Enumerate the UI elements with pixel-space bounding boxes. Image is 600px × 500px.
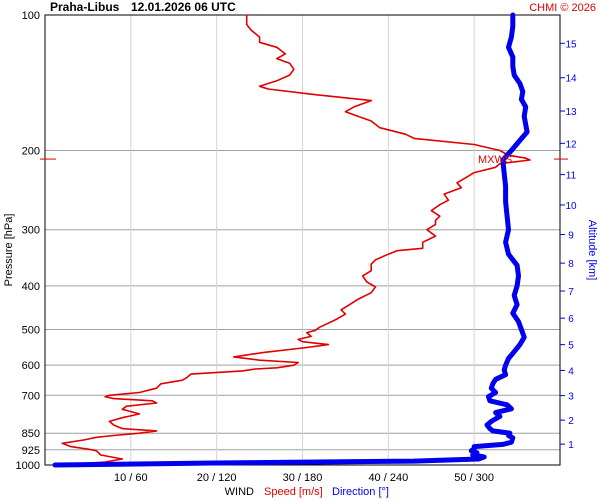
- pressure-tick-label: 100: [22, 10, 40, 22]
- altitude-tick-label: 14: [565, 74, 577, 85]
- altitude-tick-label: 7: [568, 287, 574, 298]
- altitude-tick-label: 2: [568, 416, 574, 427]
- altitude-tick-label: 4: [568, 366, 574, 377]
- altitude-tick-label: 1: [568, 440, 574, 451]
- pressure-tick-label: 500: [22, 325, 40, 337]
- mxws-annotation: MXWS: [40, 154, 568, 166]
- credit-text: CHMI © 2026: [529, 2, 596, 14]
- pressure-tick-label: 850: [22, 428, 40, 440]
- wind-tick-label: 50 / 300: [454, 472, 494, 484]
- mxws-label: MXWS: [478, 154, 512, 166]
- pressure-tick-label: 925: [22, 445, 40, 457]
- pressure-tick-label: 200: [22, 145, 40, 157]
- wind-tick-label: 10 / 60: [114, 472, 148, 484]
- chart-datetime: 12.01.2026 06 UTC: [131, 0, 236, 14]
- wind-tick-label: 30 / 180: [283, 472, 323, 484]
- altitude-tick-label: 11: [566, 171, 577, 182]
- pressure-tick-label: 400: [22, 281, 40, 293]
- altitude-tick-label: 13: [565, 107, 577, 118]
- pressure-tick-label: 1000: [16, 460, 40, 472]
- wind-tick-label: 40 / 240: [368, 472, 408, 484]
- direction-axis-label: Direction [°]: [332, 486, 389, 498]
- pressure-tick-label: 700: [22, 390, 40, 402]
- altitude-axis-label: Altitude [km]: [586, 220, 598, 281]
- altitude-tick-label: 15: [565, 39, 577, 50]
- wind-axis-label: WIND: [225, 486, 254, 498]
- pressure-axis: 100 200 300 400 500 600 700 850 925 1000: [16, 10, 40, 472]
- altitude-tick-label: 5: [568, 341, 574, 352]
- chart-title: Praha-Libus: [50, 0, 120, 14]
- pressure-tick-label: 600: [22, 360, 40, 372]
- altitude-tick-label: 3: [568, 392, 574, 403]
- altitude-tick-label: 8: [568, 259, 574, 270]
- altitude-tick-label: 12: [565, 139, 577, 150]
- pressure-tick-label: 300: [22, 225, 40, 237]
- direction-series-line: [52, 12, 530, 468]
- wind-axis: 10 / 60 20 / 120 30 / 180 40 / 240 50 / 300: [114, 472, 494, 484]
- altitude-tick-label: 9: [568, 230, 574, 241]
- plot-frame: [44, 14, 561, 466]
- speed-series-line: [57, 14, 531, 466]
- wind-tick-label: 20 / 120: [197, 472, 237, 484]
- pressure-axis-label: Pressure [hPa]: [3, 214, 15, 287]
- altitude-tick-label: 6: [568, 314, 574, 325]
- speed-axis-label: Speed [m/s]: [264, 486, 323, 498]
- altitude-tick-label: 10: [565, 201, 577, 212]
- grid: [45, 15, 560, 465]
- series-layer: [52, 12, 531, 468]
